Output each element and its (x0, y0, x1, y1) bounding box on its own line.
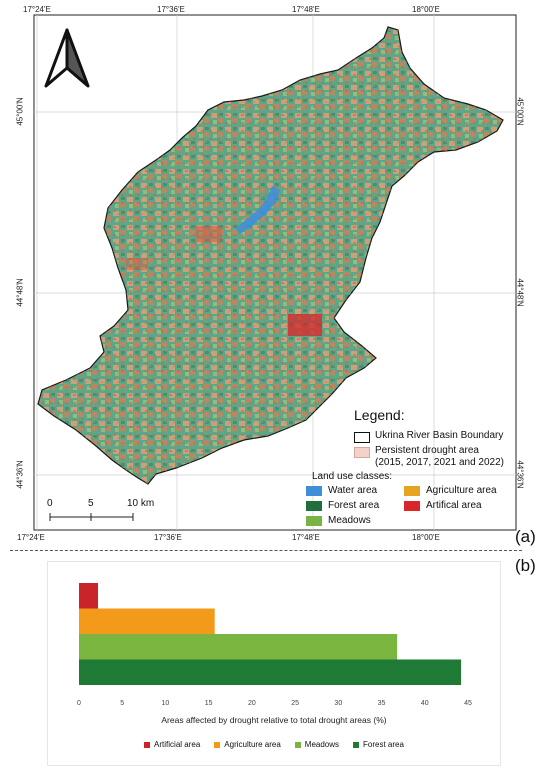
north-arrow-icon (44, 28, 90, 88)
map-canvas (33, 14, 517, 531)
coord-top-1: 17°24'E (23, 5, 51, 14)
panel-a-label: (a) (515, 527, 536, 546)
land-use-meadows: Meadows (306, 515, 371, 526)
scale-label-5: 5 (88, 498, 94, 509)
boundary-swatch (354, 432, 370, 443)
x-tick-30: 30 (334, 700, 342, 707)
legend-persistent-line1: Persistent drought area (375, 445, 479, 456)
bar-meadows (79, 634, 398, 660)
panel-separator (10, 550, 522, 551)
coord-right-3: 44°36'N (515, 460, 525, 489)
chart-legend: Artificial area Agriculture area Meadows Fo… (48, 740, 500, 749)
land-use-artificial-label: Artifical area (426, 500, 482, 511)
coord-top-3: 17°48'E (292, 5, 320, 14)
land-use-forest-label: Forest area (328, 500, 380, 511)
bar-agriculture-area (79, 608, 215, 634)
scale-bar (49, 513, 134, 521)
water-body (236, 186, 280, 234)
land-use-water-label: Water area (328, 485, 378, 496)
legend-item-agriculture-area: Agriculture area (214, 740, 281, 749)
legend-item-meadows: Meadows (294, 740, 340, 749)
coord-bottom-1: 17°24'E (17, 533, 45, 542)
x-axis-title: Areas affected by drought relative to to… (161, 715, 386, 725)
x-tick-0: 0 (77, 700, 81, 707)
coord-bottom-2: 17°36'E (154, 533, 182, 542)
land-use-forest: Forest area (306, 500, 379, 511)
coord-bottom-3: 17°48'E (292, 533, 320, 542)
persistent-drought-swatch (354, 447, 370, 458)
legend-swatch (294, 741, 301, 748)
land-use-title: Land use classes: (312, 471, 393, 482)
scale-label-10: 10 km (127, 498, 155, 509)
land-use-agriculture-label: Agriculture area (426, 485, 497, 496)
x-tick-45: 45 (464, 700, 472, 707)
x-tick-25: 25 (291, 700, 299, 707)
artificial-area-patch (288, 314, 322, 336)
land-use-water: Water area (306, 485, 377, 496)
artificial-swatch (404, 500, 420, 511)
forest-swatch (306, 500, 322, 511)
coord-left-2: 44°48'N (15, 278, 25, 307)
coord-right-1: 45°00'N (515, 97, 525, 126)
land-use-meadows-label: Meadows (328, 515, 371, 526)
drought-area-bar-chart: 0 5 10 15 20 25 30 35 40 45 Areas affected by dro… (77, 583, 472, 725)
panel-b-label: (b) (515, 556, 536, 575)
coord-top-2: 17°36'E (157, 5, 185, 14)
agriculture-swatch (404, 485, 420, 496)
water-swatch (306, 485, 322, 496)
coord-top-4: 18°00'E (412, 5, 440, 14)
legend-boundary-label: Ukrina River Basin Boundary (375, 430, 504, 441)
meadows-swatch (306, 515, 322, 526)
coord-bottom-4: 18°00'E (412, 533, 440, 542)
legend-label: Agriculture area (224, 740, 281, 749)
legend-item-forest-area: Forest area (353, 740, 404, 749)
chart-frame: 0 5 10 15 20 25 30 35 40 45 Areas affected by dro… (47, 561, 501, 766)
bar-forest-area (79, 659, 462, 685)
legend-swatch (144, 741, 151, 748)
x-tick-40: 40 (421, 700, 429, 707)
map-panel: 17°24'E 17°36'E 17°48'E 18°00'E 17°24'E … (15, 5, 536, 546)
legend-item-artificial-area: Artificial area (144, 740, 200, 749)
land-use-artificial: Artifical area (404, 500, 482, 511)
x-tick-10: 10 (162, 700, 170, 707)
bar-artificial-area (79, 583, 99, 609)
legend-persistent-line2: (2015, 2017, 2021 and 2022) (375, 457, 504, 468)
coord-left-1: 45°00'N (15, 97, 25, 126)
legend-label: Forest area (363, 740, 404, 749)
x-tick-35: 35 (378, 700, 386, 707)
coord-left-3: 44°36'N (15, 460, 25, 489)
legend-swatch (353, 741, 360, 748)
coord-right-2: 44°48'N (515, 278, 525, 307)
legend-swatch (214, 741, 221, 748)
scale-label-0: 0 (47, 498, 53, 509)
legend-label: Artificial area (154, 740, 201, 749)
x-tick-20: 20 (248, 700, 256, 707)
x-tick-15: 15 (205, 700, 213, 707)
legend-title: Legend: (354, 407, 405, 423)
legend-label: Meadows (304, 740, 340, 749)
x-tick-5: 5 (120, 700, 124, 707)
ukrina-basin (37, 26, 504, 485)
land-use-agriculture: Agriculture area (404, 485, 497, 496)
